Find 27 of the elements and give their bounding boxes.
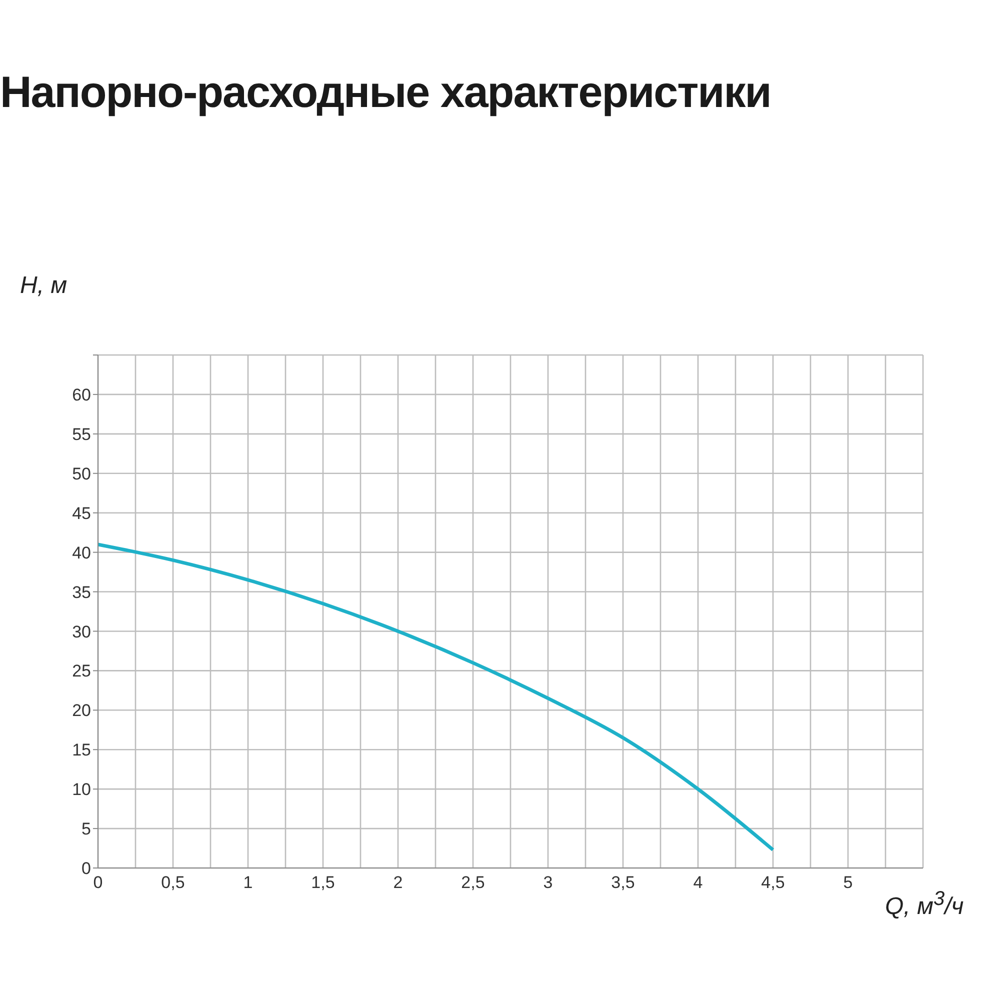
y-tick-label: 10: [72, 780, 91, 800]
x-tick-label: 5: [843, 873, 853, 892]
y-tick-label: 60: [72, 385, 91, 404]
x-tick-label: 3,5: [611, 873, 635, 892]
y-tick-label: 55: [72, 424, 91, 444]
x-tick-label: 1,5: [311, 873, 335, 892]
y-tick-label: 25: [72, 662, 91, 681]
chart-title: Напорно-расходные характеристики: [0, 68, 772, 118]
y-tick-label: 5: [82, 820, 91, 839]
x-tick-label: 4: [693, 873, 703, 892]
line-series: [98, 542, 775, 852]
y-tick-label: 20: [72, 701, 91, 720]
y-tick-label: 30: [72, 622, 91, 642]
x-tick-label: 4,5: [761, 873, 785, 892]
x-tick-label: 2,5: [461, 873, 485, 892]
x-tick-label: 1: [243, 873, 253, 892]
y-tick-label: 35: [72, 582, 91, 602]
y-axis-title: H, м: [20, 272, 68, 299]
x-tick-label: 3: [543, 873, 553, 892]
y-tick-label: 0: [82, 859, 91, 878]
x-axis-title: Q, м$^{3}$/ч: [885, 888, 964, 920]
y-tick-label: 50: [72, 464, 91, 484]
y-tick-label: 15: [72, 740, 91, 760]
x-tick-label: 0,5: [161, 873, 185, 892]
y-tick-label: 40: [72, 543, 91, 562]
y-tick-label: 45: [72, 504, 91, 523]
x-tick-label: 2: [393, 873, 403, 892]
